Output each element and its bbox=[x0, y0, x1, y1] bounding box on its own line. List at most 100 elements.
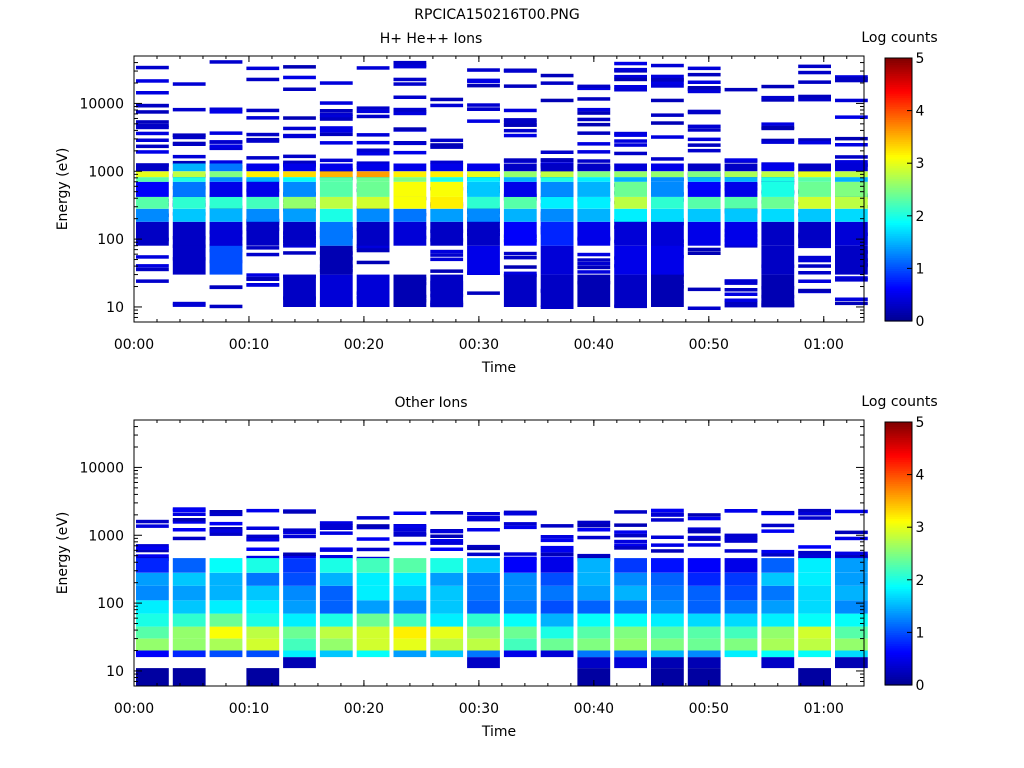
heatmap-cell bbox=[651, 558, 684, 573]
heatmap-cell bbox=[577, 265, 611, 270]
colorbar-segment bbox=[885, 200, 912, 204]
heatmap-cell bbox=[614, 67, 647, 72]
colorbar-tick-label: 3 bbox=[916, 156, 925, 172]
panel-title: Other Ions bbox=[394, 395, 467, 411]
colorbar-segment bbox=[885, 233, 912, 237]
plot-frame bbox=[133, 55, 865, 323]
heatmap-cell bbox=[319, 526, 353, 530]
colorbar-label: Log counts bbox=[861, 30, 937, 46]
heatmap-cell bbox=[283, 552, 316, 556]
heatmap-cell bbox=[393, 638, 427, 651]
heatmap-cell bbox=[172, 160, 206, 165]
heatmap-cell bbox=[835, 136, 868, 141]
colorbar-segment bbox=[885, 494, 912, 498]
heatmap-cell bbox=[687, 626, 721, 639]
heatmap-cell bbox=[798, 258, 831, 263]
heatmap-cell bbox=[687, 516, 721, 521]
colorbar-segment bbox=[885, 649, 912, 653]
colorbar-segment bbox=[885, 669, 912, 673]
colorbar-segment bbox=[885, 196, 912, 199]
y-tick-label: 100 bbox=[97, 232, 124, 248]
colorbar-segment bbox=[885, 476, 912, 480]
colorbar-segment bbox=[885, 634, 912, 638]
heatmap-cell bbox=[393, 558, 427, 573]
heatmap-cell bbox=[614, 657, 647, 669]
colorbar-segment bbox=[885, 257, 912, 261]
colorbar-segment bbox=[885, 180, 912, 184]
heatmap-cell bbox=[651, 74, 684, 79]
colorbar-segment bbox=[885, 202, 912, 206]
colorbar-segment bbox=[885, 220, 912, 223]
colorbar-segment bbox=[885, 77, 912, 81]
heatmap-cell bbox=[687, 143, 721, 147]
heatmap-cell bbox=[687, 163, 721, 172]
colorbar-segment bbox=[885, 128, 912, 131]
heatmap-cell bbox=[651, 508, 684, 513]
colorbar-segment bbox=[885, 568, 912, 572]
colorbar-segment bbox=[885, 507, 912, 511]
heatmap-cell bbox=[835, 626, 868, 639]
colorbar-segment bbox=[885, 90, 912, 94]
heatmap-cell bbox=[798, 558, 831, 573]
heatmap-cell bbox=[246, 171, 280, 178]
colorbar-segment bbox=[885, 571, 912, 574]
heatmap-cell bbox=[614, 74, 647, 79]
colorbar-segment bbox=[885, 553, 912, 557]
heatmap-cell bbox=[798, 288, 831, 293]
heatmap-cell bbox=[209, 585, 243, 601]
heatmap-cell bbox=[540, 650, 574, 658]
heatmap-cell bbox=[356, 600, 390, 614]
heatmap-cell bbox=[467, 291, 500, 295]
heatmap-cell bbox=[319, 101, 353, 105]
colorbar-segment bbox=[885, 217, 912, 221]
heatmap-cell bbox=[393, 60, 427, 65]
heatmap-cell bbox=[577, 535, 611, 540]
heatmap-cell bbox=[687, 638, 721, 651]
heatmap-cell bbox=[687, 181, 721, 197]
heatmap-cell bbox=[687, 650, 721, 658]
colorbar-segment bbox=[885, 191, 912, 195]
x-axis-label: Time bbox=[481, 360, 516, 376]
heatmap-cell bbox=[246, 526, 280, 530]
heatmap-cell bbox=[540, 150, 574, 154]
heatmap-cell bbox=[835, 554, 868, 558]
heatmap-cell bbox=[136, 600, 169, 614]
colorbar-segment bbox=[885, 542, 912, 546]
heatmap-cell bbox=[798, 572, 831, 586]
heatmap-cell bbox=[761, 171, 795, 178]
heatmap-cell bbox=[687, 128, 721, 132]
heatmap-cell bbox=[172, 142, 206, 146]
x-tick-label: 01:00 bbox=[804, 337, 844, 353]
heatmap-cell bbox=[246, 555, 280, 560]
colorbar-segment bbox=[885, 676, 912, 680]
colorbar-segment bbox=[885, 544, 912, 548]
heatmap-cell bbox=[319, 626, 353, 639]
colorbar-tick-label: 1 bbox=[916, 625, 925, 641]
colorbar-segment bbox=[885, 614, 912, 618]
heatmap-cell bbox=[614, 539, 647, 544]
x-tick-label: 00:10 bbox=[229, 701, 269, 717]
heatmap-cell bbox=[687, 177, 721, 182]
colorbar-segment bbox=[885, 152, 912, 156]
heatmap-cell bbox=[651, 585, 684, 601]
heatmap-cell bbox=[761, 626, 795, 639]
heatmap-cell bbox=[172, 135, 206, 140]
colorbar-segment bbox=[885, 66, 912, 70]
heatmap-cell bbox=[724, 626, 758, 639]
heatmap-cell bbox=[283, 154, 316, 159]
heatmap-cell bbox=[356, 161, 390, 165]
heatmap-cell bbox=[835, 600, 868, 614]
colorbar-frame bbox=[884, 421, 913, 686]
heatmap-cell bbox=[687, 87, 721, 92]
heatmap-cell bbox=[651, 626, 684, 639]
heatmap-cell bbox=[798, 600, 831, 614]
heatmap-cell bbox=[614, 151, 647, 156]
heatmap-cell bbox=[467, 221, 500, 246]
heatmap-cell bbox=[503, 118, 537, 122]
heatmap-cell bbox=[283, 171, 316, 178]
heatmap-cell bbox=[430, 613, 464, 627]
heatmap-cell bbox=[835, 551, 868, 556]
heatmap-cell bbox=[283, 626, 316, 639]
colorbar-segment bbox=[885, 169, 912, 173]
heatmap-cell bbox=[467, 245, 500, 275]
